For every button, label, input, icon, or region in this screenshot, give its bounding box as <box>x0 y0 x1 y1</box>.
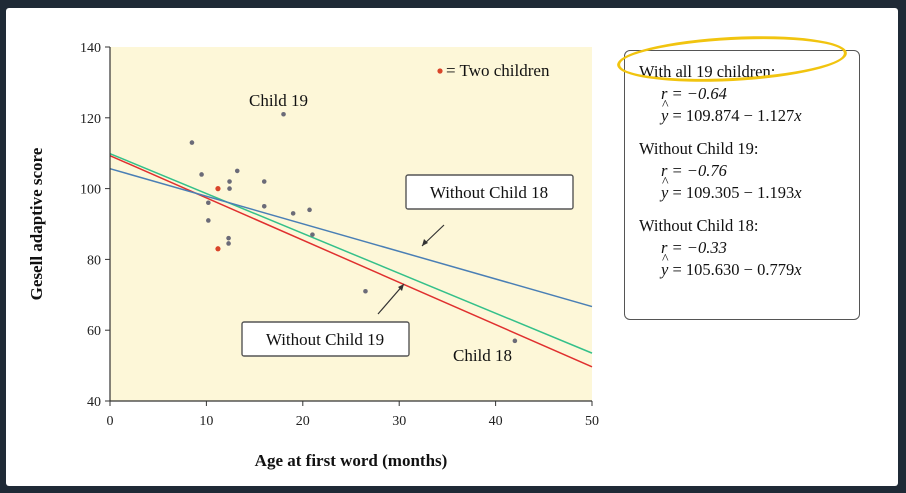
x-symbol: x <box>794 106 802 125</box>
stats-equation: y = 109.305 − 1.193x <box>661 172 859 204</box>
regression-summary-box: With all 19 children: r = −0.64 y = 109.… <box>624 50 860 320</box>
without19-arrowhead <box>398 284 404 291</box>
stats-r-text: r = −0.64 <box>661 84 727 103</box>
stats-group-without18: Without Child 18: r = −0.33 y = 105.630 … <box>639 215 859 281</box>
data-point <box>261 179 267 184</box>
data-point <box>261 204 267 209</box>
stats-r: r = −0.76 <box>661 160 859 182</box>
regression-line-2 <box>109 167 593 308</box>
child18-label: Child 18 <box>453 346 512 365</box>
y-hat-symbol: y <box>661 172 669 204</box>
legend-label: = Two children <box>446 61 550 80</box>
data-point <box>310 232 315 237</box>
y-tick-label: 140 <box>80 41 101 56</box>
data-point <box>199 172 204 177</box>
data-point <box>226 241 231 246</box>
x-tick-label: 40 <box>489 414 503 429</box>
data-point <box>206 218 211 223</box>
child19-label: Child 19 <box>249 91 308 110</box>
y-hat-symbol: y <box>661 95 669 127</box>
without18-arrowhead <box>422 239 428 246</box>
data-point <box>307 207 312 213</box>
without19-label: Without Child 19 <box>266 330 384 349</box>
stats-heading: Without Child 18: <box>639 216 759 235</box>
stats-equation-text: = 105.630 − 0.779 <box>668 260 795 279</box>
slide-area: 0 10 20 30 40 50 40 60 80 100 120 140 Child 19 Chil… <box>6 8 898 486</box>
data-point <box>206 200 211 206</box>
data-point <box>227 179 232 184</box>
stats-equation: y = 109.874 − 1.127x <box>661 95 859 127</box>
stats-equation: y = 105.630 − 0.779x <box>661 249 859 281</box>
stats-equation-text: = 109.874 − 1.127 <box>668 106 795 125</box>
x-tick-label: 20 <box>296 414 310 429</box>
axes: 0 10 20 30 40 50 40 60 80 100 120 140 <box>80 41 599 429</box>
without19-callout: Without Child 19 <box>241 283 410 357</box>
y-tick-label: 80 <box>87 253 101 268</box>
legend: = Two children <box>437 61 550 80</box>
x-axis-title: Age at first word (months) <box>255 451 448 470</box>
y-tick-label: 120 <box>80 112 101 127</box>
stats-equation-text: = 109.305 − 1.193 <box>668 183 795 202</box>
data-point <box>512 338 518 344</box>
data-point <box>227 186 232 191</box>
regression-lines <box>109 152 593 368</box>
regression-line-0 <box>109 152 593 354</box>
x-symbol: x <box>794 183 802 202</box>
stats-heading: Without Child 19: <box>639 139 759 158</box>
y-tick-label: 60 <box>87 324 101 339</box>
stats-r: r = −0.64 <box>661 83 859 105</box>
x-tick-label: 0 <box>107 414 114 429</box>
x-symbol: x <box>794 260 802 279</box>
y-tick-label: 40 <box>87 395 101 410</box>
regression-line-1 <box>109 154 593 368</box>
x-tick-label: 30 <box>392 414 406 429</box>
annotations: Child 19 Child 18 Without Child 18 Witho… <box>241 61 574 365</box>
without19-arrow <box>377 283 405 315</box>
stats-r-text: r = −0.76 <box>661 161 727 180</box>
data-point-double <box>215 186 221 192</box>
stats-r-text: r = −0.33 <box>661 238 727 257</box>
stats-heading: With all 19 children: <box>639 62 776 81</box>
data-point <box>189 140 195 145</box>
data-point <box>363 288 368 294</box>
data-point <box>290 211 296 216</box>
stats-group-all: With all 19 children: r = −0.64 y = 109.… <box>639 61 859 127</box>
data-point <box>226 235 231 241</box>
data-point-double <box>215 246 221 252</box>
y-axis-title: Gesell adaptive score <box>27 147 46 300</box>
y-tick-label: 100 <box>80 183 101 198</box>
without19-box <box>241 321 410 357</box>
y-hat-symbol: y <box>661 249 669 281</box>
legend-marker <box>437 68 443 74</box>
stats-group-without19: Without Child 19: r = −0.76 y = 109.305 … <box>639 138 859 204</box>
scatter-chart: 0 10 20 30 40 50 40 60 80 100 120 140 Child 19 Chil… <box>27 41 599 470</box>
x-tick-label: 50 <box>585 414 599 429</box>
data-points <box>189 111 518 344</box>
stats-r: r = −0.33 <box>661 237 859 259</box>
without18-box <box>405 174 574 210</box>
data-point <box>281 111 286 117</box>
x-tick-label: 10 <box>199 414 213 429</box>
without18-label: Without Child 18 <box>430 183 548 202</box>
without18-callout: Without Child 18 <box>405 174 574 247</box>
data-point <box>234 168 240 174</box>
